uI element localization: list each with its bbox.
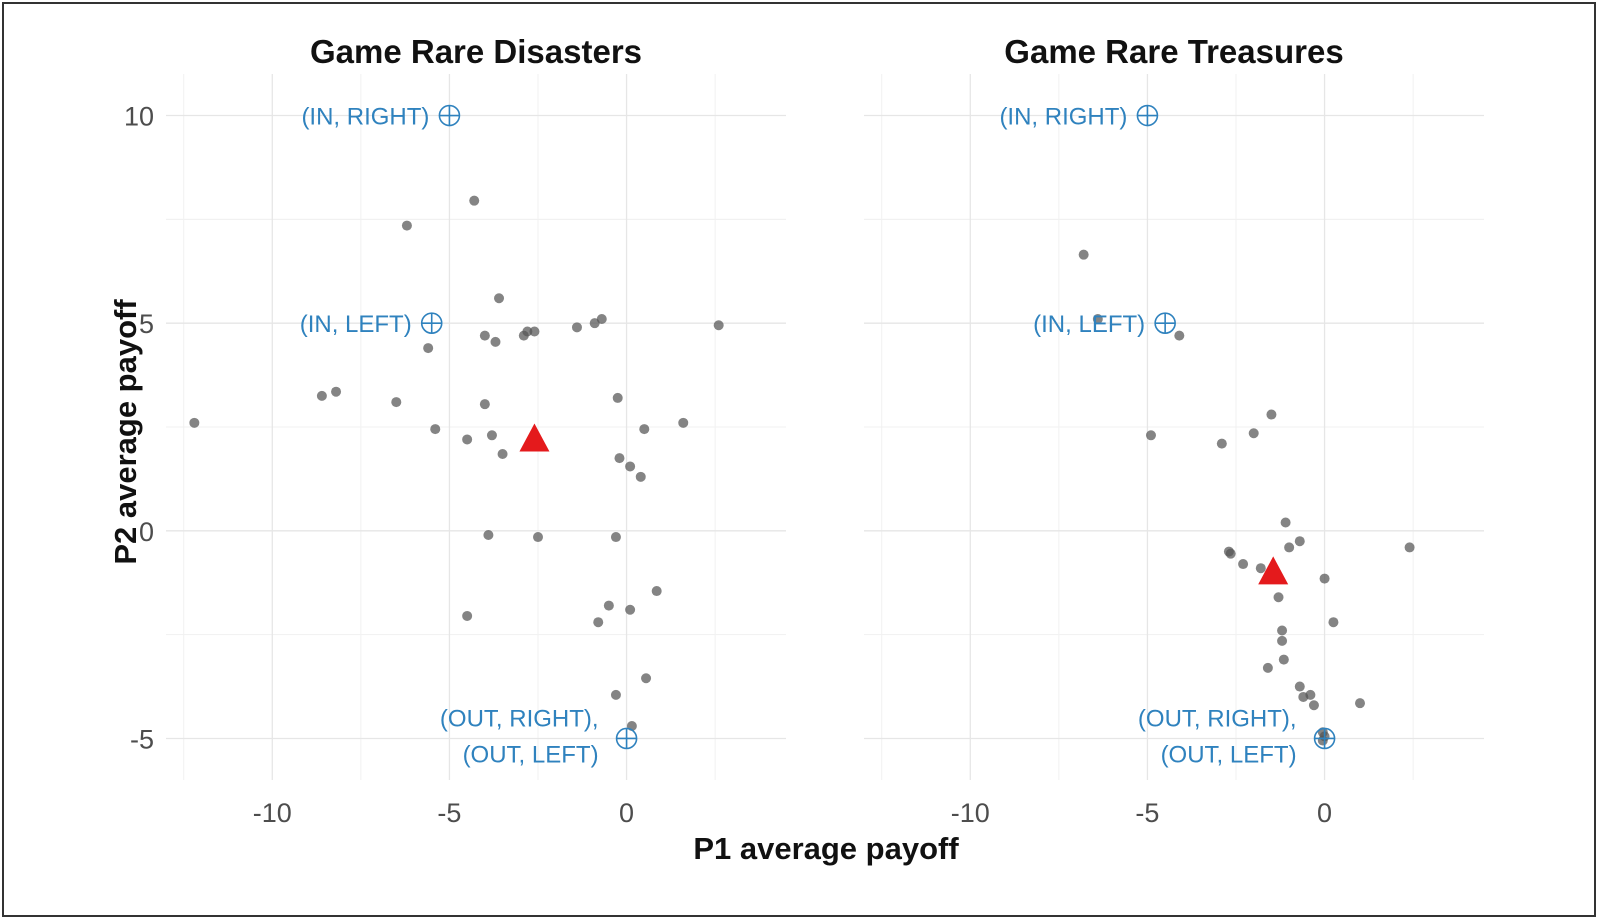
x-tick-label: -10 — [951, 798, 990, 828]
panels: Game Rare Disasters -10 -5 0 10 5 0 -5 (IN, RIGH… — [124, 33, 1484, 828]
data-point — [614, 453, 625, 464]
data-point — [1280, 517, 1291, 528]
data-point — [1145, 430, 1156, 441]
data-point — [1277, 635, 1288, 646]
data-point — [522, 326, 533, 337]
data-point — [401, 220, 412, 231]
outcome-label: (IN, LEFT) — [1033, 311, 1145, 338]
data-point — [612, 392, 623, 403]
y-tick-label: 0 — [139, 517, 154, 547]
data-point — [490, 336, 501, 347]
data-point — [1305, 689, 1316, 700]
data-point — [1278, 654, 1289, 665]
data-point — [639, 424, 650, 435]
y-axis-title: P2 average payoff — [108, 299, 143, 565]
data-point — [571, 322, 582, 333]
data-point — [1277, 625, 1288, 636]
data-point — [1308, 700, 1319, 711]
panel-1: Game Rare Disasters -10 -5 0 10 5 0 -5 (IN, RIGH… — [124, 33, 786, 828]
data-point — [1225, 548, 1236, 559]
data-point — [1078, 249, 1089, 260]
x-tick-label: -5 — [437, 798, 461, 828]
data-point — [625, 604, 636, 615]
scatter-chart: Game Rare Disasters -10 -5 0 10 5 0 -5 (IN, RIGH… — [108, 33, 1484, 866]
data-point — [1319, 573, 1330, 584]
data-point — [1255, 563, 1266, 574]
mean-triangle — [519, 423, 550, 452]
outcome-label: (IN, LEFT) — [300, 311, 412, 338]
data-point — [1317, 735, 1328, 746]
data-point — [1248, 428, 1259, 439]
x-tick-label: 0 — [619, 798, 634, 828]
data-point — [596, 314, 607, 325]
data-point — [713, 320, 724, 331]
data-point — [603, 600, 614, 611]
data-point — [189, 417, 200, 428]
data-point — [1238, 559, 1249, 570]
data-point — [483, 529, 494, 540]
data-point — [1266, 409, 1277, 420]
data-point — [1355, 698, 1365, 709]
data-point — [316, 390, 327, 401]
panel-title: Game Rare Treasures — [1004, 33, 1343, 70]
data-point — [1262, 662, 1273, 673]
outcome-label: (OUT, LEFT) — [1161, 741, 1297, 768]
data-point — [678, 417, 689, 428]
data-point — [494, 293, 505, 304]
data-point — [1294, 681, 1305, 692]
data-point — [625, 461, 636, 472]
data-point — [331, 386, 342, 397]
x-axis-title: P1 average payoff — [693, 831, 959, 866]
outcome-label: (IN, RIGHT) — [999, 104, 1127, 131]
data-point — [651, 586, 662, 597]
data-point — [1174, 330, 1185, 341]
outcome-label: (IN, RIGHT) — [301, 104, 429, 131]
data-point — [391, 397, 402, 408]
data-point — [430, 424, 441, 435]
data-point — [497, 448, 508, 459]
data-point — [1284, 542, 1295, 553]
data-point — [423, 343, 434, 354]
panel-title: Game Rare Disasters — [310, 33, 642, 70]
data-point — [529, 326, 540, 337]
x-tick-label: -10 — [253, 798, 292, 828]
outcome-label: (OUT, RIGHT), — [1138, 705, 1297, 732]
data-point — [641, 673, 652, 684]
mean-triangle — [1258, 556, 1289, 585]
data-point — [469, 195, 480, 206]
data-point — [1273, 592, 1284, 603]
data-point — [533, 532, 543, 543]
data-point — [1294, 536, 1305, 547]
data-point — [1328, 617, 1339, 628]
data-point — [462, 610, 473, 621]
data-point — [479, 399, 490, 410]
data-point — [479, 330, 490, 341]
x-tick-label: 0 — [1317, 798, 1332, 828]
data-point — [593, 617, 604, 628]
data-point — [1216, 438, 1227, 449]
x-tick-label: -5 — [1135, 798, 1159, 828]
data-point — [635, 471, 646, 482]
y-tick-label: -5 — [130, 724, 154, 754]
data-point — [1092, 314, 1103, 325]
data-point — [1404, 542, 1415, 553]
outcome-label: (OUT, RIGHT), — [440, 705, 599, 732]
y-tick-label: 5 — [139, 309, 154, 339]
panel-2: Game Rare Treasures -10 -5 0 (IN, RIGHT) (IN,… — [864, 33, 1484, 828]
data-point — [610, 689, 621, 700]
data-point — [462, 434, 473, 445]
outcome-label: (OUT, LEFT) — [463, 741, 599, 768]
y-tick-label: 10 — [124, 102, 154, 132]
data-point — [486, 430, 497, 441]
data-point — [610, 532, 621, 543]
